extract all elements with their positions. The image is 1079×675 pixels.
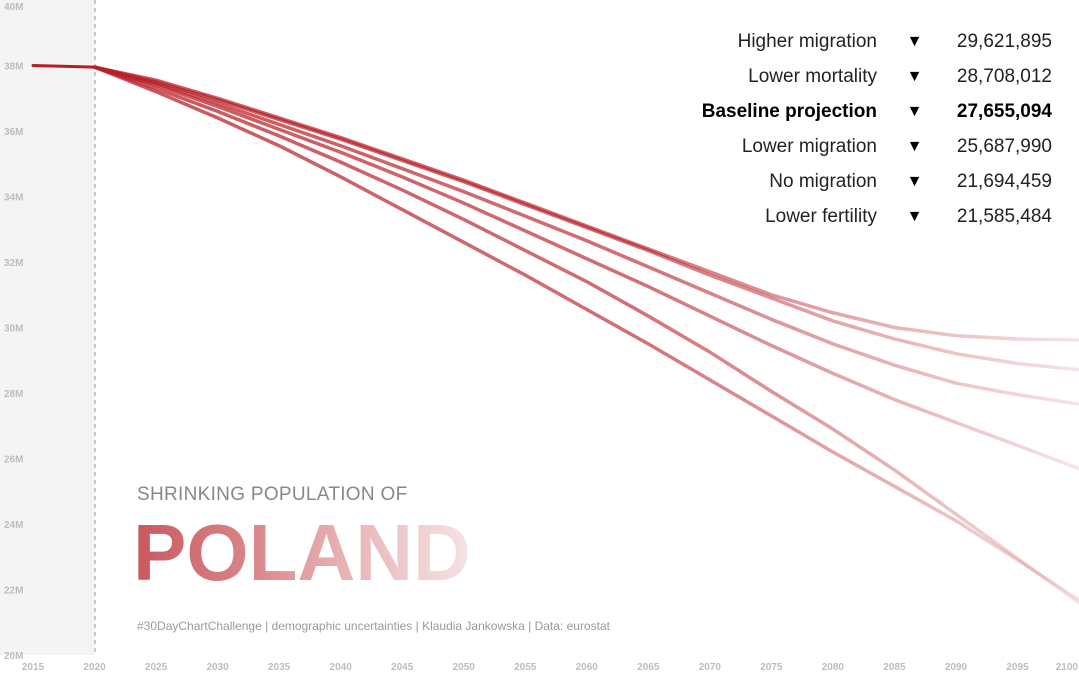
chart-caption: #30DayChartChallenge | demographic uncer… <box>137 619 610 633</box>
chart-subtitle: SHRINKING POPULATION OF <box>137 484 408 505</box>
legend-label: Lower fertility <box>765 205 877 227</box>
down-triangle-icon: ▼ <box>906 32 923 50</box>
legend-label: Baseline projection <box>701 100 877 122</box>
legend-row-higher-migration: Higher migration ▼ 29,621,895 <box>577 24 1052 59</box>
series-lines <box>31 64 1079 605</box>
x-tick-label: 2040 <box>330 662 353 673</box>
legend-row-baseline-projection: Baseline projection ▼ 27,655,094 <box>577 94 1052 129</box>
y-tick-label: 26M <box>4 455 23 466</box>
x-tick-label: 2035 <box>268 662 291 673</box>
series-line-baseline-projection <box>92 65 1079 406</box>
historical-shade <box>0 0 95 655</box>
historical-line <box>31 64 97 69</box>
x-tick-label: 2060 <box>576 662 599 673</box>
down-triangle-icon: ▼ <box>906 172 923 190</box>
legend-row-no-migration: No migration ▼ 21,694,459 <box>577 164 1052 199</box>
down-triangle-icon: ▼ <box>906 207 923 225</box>
y-tick-label: 40M <box>4 2 23 13</box>
y-axis: 20M 22M 24M 26M 28M 30M 32M 34M 36M 38M 40M <box>4 2 23 662</box>
x-tick-label: 2100 <box>1056 662 1079 673</box>
y-tick-label: 38M <box>4 62 23 73</box>
legend-row-lower-fertility: Lower fertility ▼ 21,585,484 <box>577 199 1052 234</box>
x-tick-label: 2050 <box>453 662 476 673</box>
x-tick-label: 2025 <box>145 662 168 673</box>
y-tick-label: 30M <box>4 324 23 335</box>
x-tick-label: 2085 <box>883 662 906 673</box>
x-axis: 2015 2020 2025 2030 2035 2040 2045 2050 2055 2060… <box>22 662 1079 673</box>
y-tick-label: 20M <box>4 651 23 662</box>
down-triangle-icon: ▼ <box>906 102 923 120</box>
legend-value: 21,585,484 <box>956 205 1052 227</box>
legend-label: Lower migration <box>741 135 877 157</box>
x-tick-label: 2065 <box>637 662 660 673</box>
down-triangle-icon: ▼ <box>906 67 923 85</box>
legend-label: Lower mortality <box>748 65 877 87</box>
x-tick-label: 2080 <box>822 662 845 673</box>
series-line-no-migration <box>92 65 1079 602</box>
x-tick-label: 2095 <box>1006 662 1029 673</box>
legend-row-lower-migration: Lower migration ▼ 25,687,990 <box>577 129 1052 164</box>
legend-value: 29,621,895 <box>956 30 1052 52</box>
x-tick-label: 2015 <box>22 662 45 673</box>
x-tick-label: 2055 <box>514 662 537 673</box>
y-tick-label: 22M <box>4 586 23 597</box>
y-tick-label: 32M <box>4 258 23 269</box>
x-tick-label: 2090 <box>945 662 968 673</box>
series-line-lower-fertility <box>92 65 1079 605</box>
legend-value: 28,708,012 <box>956 65 1052 87</box>
legend-label: Higher migration <box>737 30 877 52</box>
y-tick-label: 28M <box>4 389 23 400</box>
chart-title: POLAND <box>133 508 471 597</box>
series-line-lower-mortality <box>92 65 1079 372</box>
y-tick-label: 34M <box>4 193 23 204</box>
x-tick-label: 2020 <box>83 662 106 673</box>
x-tick-label: 2045 <box>391 662 414 673</box>
legend-row-lower-mortality: Lower mortality ▼ 28,708,012 <box>577 59 1052 94</box>
series-line-lower-migration <box>92 65 1079 471</box>
y-tick-label: 24M <box>4 520 23 531</box>
x-tick-label: 2075 <box>760 662 783 673</box>
legend-label: No migration <box>769 170 877 192</box>
legend: Higher migration ▼ 29,621,895 Lower mort… <box>577 24 1052 234</box>
legend-value: 27,655,094 <box>956 100 1052 122</box>
legend-value: 25,687,990 <box>956 135 1052 157</box>
x-tick-label: 2070 <box>699 662 722 673</box>
x-tick-label: 2030 <box>206 662 229 673</box>
legend-value: 21,694,459 <box>956 170 1052 192</box>
y-tick-label: 36M <box>4 127 23 138</box>
down-triangle-icon: ▼ <box>906 137 923 155</box>
